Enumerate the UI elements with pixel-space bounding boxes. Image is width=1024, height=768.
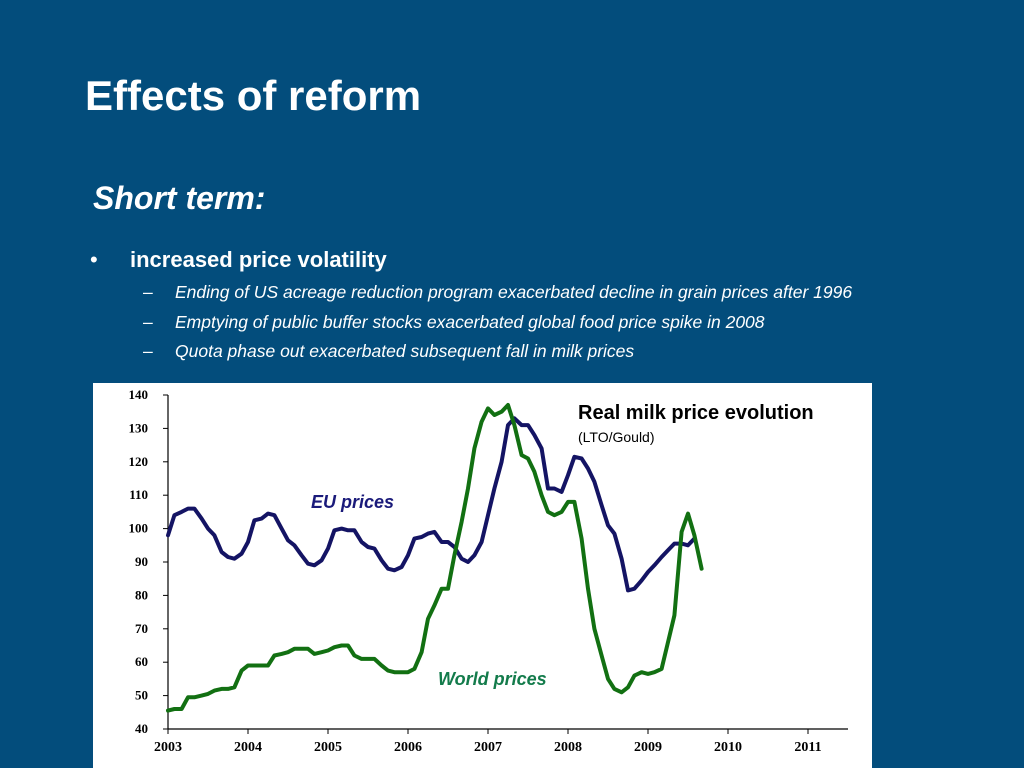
y-tick-label: 40 — [135, 721, 148, 736]
world-price-line — [166, 403, 704, 713]
eu-price-line — [166, 416, 697, 593]
sub-bullet-text: Ending of US acreage reduction program e… — [175, 282, 853, 302]
x-tick-label: 2007 — [474, 740, 502, 755]
y-tick-label: 130 — [129, 420, 149, 435]
sub-bullet-text: Quota phase out exacerbated subsequent f… — [175, 341, 635, 361]
sub-bullet-symbol: – — [143, 312, 153, 332]
chart-panel: 40 50 60 70 80 90 100 110 120 130 140 2003 2004 2005 2… — [93, 383, 872, 768]
x-tick-label: 2005 — [314, 740, 342, 755]
sub-bullet-symbol: – — [143, 341, 153, 361]
x-tick-label: 2010 — [714, 740, 742, 755]
sub-bullet-symbol: – — [143, 282, 153, 302]
y-tick-label: 110 — [129, 487, 148, 502]
bullet-symbol: • — [90, 247, 98, 272]
y-tick-label: 140 — [129, 387, 149, 402]
y-tick-label: 70 — [135, 621, 148, 636]
series-label-world: World prices — [438, 669, 547, 689]
slide-title: Effects of reform — [85, 72, 422, 119]
y-tick-label: 90 — [135, 554, 148, 569]
subheading: Short term: — [93, 180, 266, 216]
y-tick-label: 80 — [135, 587, 148, 602]
x-tick-label: 2011 — [794, 740, 821, 755]
y-tick-label: 100 — [129, 521, 149, 536]
series-label-eu: EU prices — [311, 492, 395, 512]
chart-title: Real milk price evolution — [578, 402, 814, 424]
x-tick-label: 2008 — [554, 740, 582, 755]
milk-price-chart: 40 50 60 70 80 90 100 110 120 130 140 2003 2004 2005 2… — [129, 387, 848, 755]
chart-subtitle: (LTO/Gould) — [578, 429, 655, 445]
sub-bullet-text: Emptying of public buffer stocks exacerb… — [175, 312, 765, 332]
x-tick-label: 2006 — [394, 740, 422, 755]
x-tick-label: 2003 — [154, 740, 182, 755]
y-tick-label: 50 — [135, 688, 148, 703]
bullet-text: increased price volatility — [130, 247, 387, 272]
y-tick-label: 60 — [135, 654, 148, 669]
x-tick-label: 2009 — [634, 740, 662, 755]
y-tick-label: 120 — [129, 454, 149, 469]
x-tick-label: 2004 — [234, 740, 262, 755]
